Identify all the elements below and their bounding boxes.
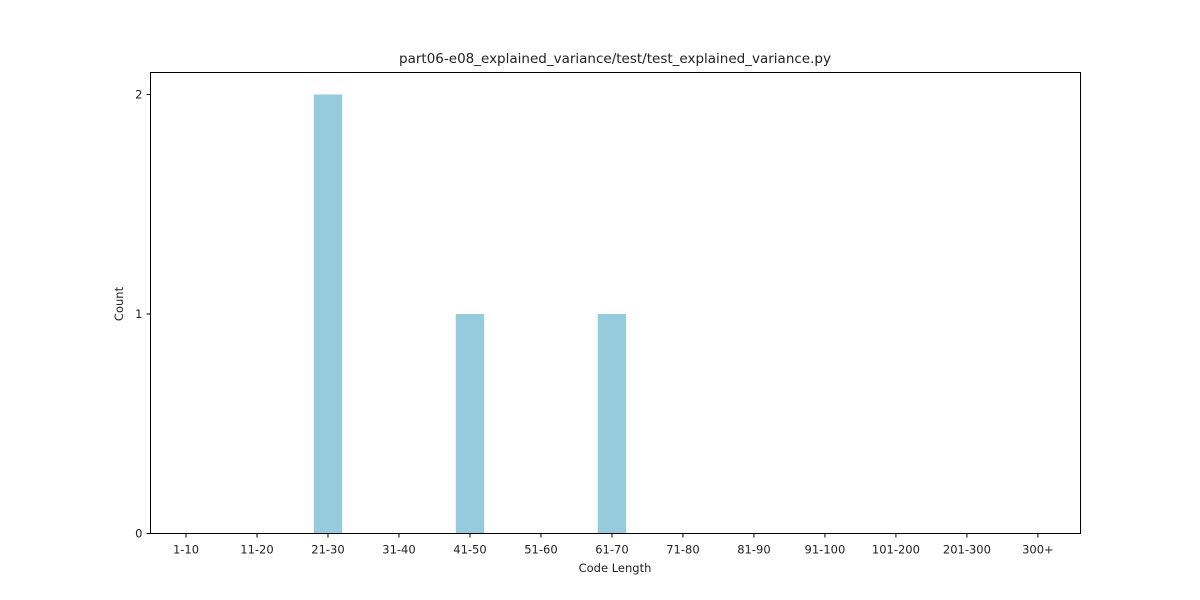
y-tick-label: 2: [135, 87, 142, 101]
chart-title: part06-e08_explained_variance/test/test_…: [399, 51, 831, 67]
y-axis: 0 1 2: [135, 87, 151, 541]
x-tick-label: 91-100: [805, 543, 846, 557]
x-tick-label: 51-60: [524, 543, 557, 557]
y-axis-label: Count: [112, 286, 126, 321]
x-tick-label: 300+: [1022, 543, 1054, 557]
x-tick-label: 61-70: [595, 543, 628, 557]
bar-41-50: [455, 313, 485, 534]
x-tick-label: 41-50: [453, 543, 486, 557]
x-tick-label: 201-300: [943, 543, 991, 557]
x-tick-label: 21-30: [311, 543, 344, 557]
plot-frame: [150, 72, 1081, 534]
x-tick-label: 71-80: [666, 543, 699, 557]
bar-61-70: [597, 313, 627, 534]
x-tick-label: 101-200: [872, 543, 920, 557]
bars-group: [313, 94, 627, 534]
x-tick-label: 81-90: [737, 543, 770, 557]
y-tick-label: 0: [135, 527, 142, 541]
bar-21-30: [313, 94, 343, 534]
x-tick-label: 31-40: [382, 543, 415, 557]
x-tick-label: 11-20: [240, 543, 273, 557]
x-axis-label: Code Length: [579, 561, 652, 575]
y-tick-label: 1: [135, 307, 142, 321]
x-axis: 1-10 11-20 21-30 31-40 41-50 51-60 61-70 71-80 8…: [173, 533, 1054, 557]
x-tick-label: 1-10: [173, 543, 199, 557]
